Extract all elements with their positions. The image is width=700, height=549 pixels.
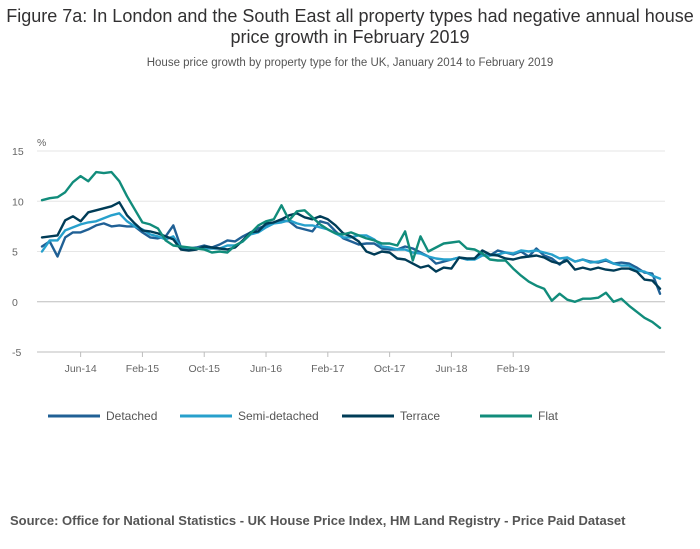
x-tick-label: Oct-15 <box>188 363 220 375</box>
y-tick-label: -5 <box>12 347 21 359</box>
x-tick-label: Feb-17 <box>311 363 344 375</box>
x-tick-label: Feb-15 <box>126 363 159 375</box>
x-tick-label: Jun-14 <box>65 363 97 375</box>
y-tick-label: 15 <box>12 146 24 158</box>
source-note: Source: Office for National Statistics -… <box>10 513 626 528</box>
y-tick-label: 10 <box>12 196 24 208</box>
series-line-flat <box>40 170 662 330</box>
legend-label: Detached <box>106 409 157 423</box>
y-tick-label: 5 <box>12 247 18 259</box>
chart-subtitle: House price growth by property type for … <box>146 57 554 69</box>
x-tick-label: Jun-16 <box>250 363 282 375</box>
x-tick-label: Feb-19 <box>497 363 530 375</box>
legend-label: Terrace <box>400 409 440 423</box>
y-tick-label: 0 <box>12 297 18 309</box>
chart-title: Figure 7a: In London and the South East … <box>6 6 694 47</box>
x-tick-label: Oct-17 <box>374 363 406 375</box>
legend-label: Semi-detached <box>238 409 319 423</box>
legend-label: Flat <box>538 409 559 423</box>
y-axis-label: % <box>37 137 46 149</box>
x-tick-label: Jun-18 <box>435 363 467 375</box>
series-line-terrace <box>40 201 662 290</box>
